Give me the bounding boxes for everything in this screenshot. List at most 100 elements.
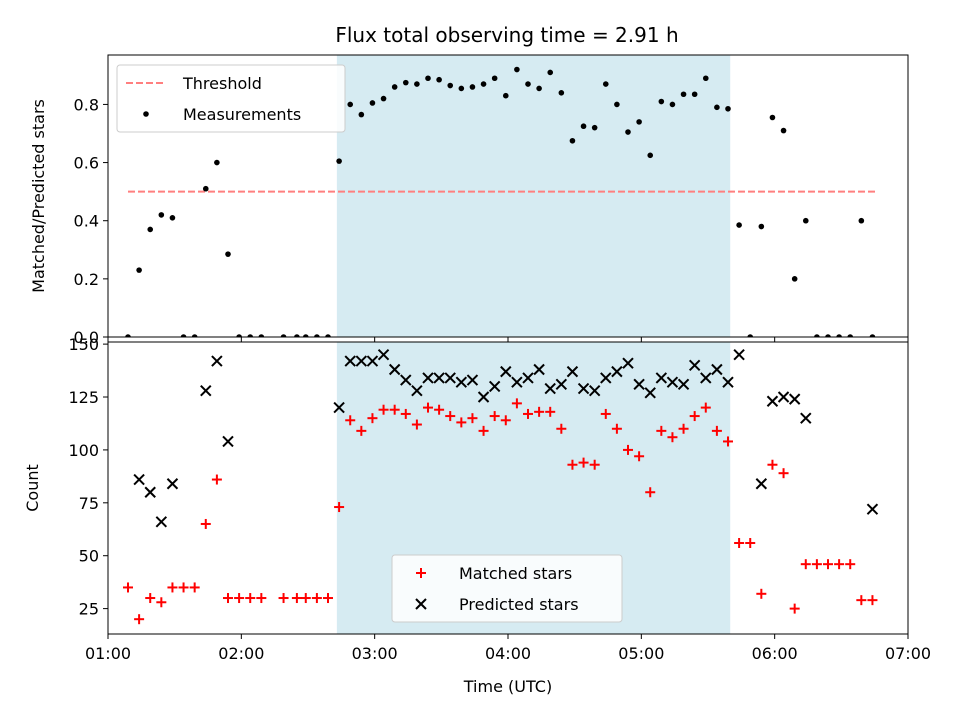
measurement-point [580,123,587,130]
matched-point [256,593,267,604]
x-tick-label: 03:00 [352,644,398,663]
matched-point [800,559,811,570]
measurement-point [758,223,765,230]
measurement-point [647,152,654,159]
measurement-point [202,185,209,192]
predicted-point [522,372,534,384]
plot-area [123,348,879,625]
matched-point [723,436,733,447]
measurement-point [358,111,365,118]
measurement-point [158,212,165,218]
measurement-point [869,334,876,337]
matched-point [589,459,600,470]
measurement-point [302,334,309,337]
matched-point [178,582,189,593]
predicted-point [600,372,612,384]
matched-point [845,559,856,570]
predicted-point [477,391,490,403]
matched-point [156,597,167,608]
matched-point [200,518,211,529]
matched-point [645,487,656,498]
top-panel: 0.0 0.2 0.4 0.6 0.8 Matched/Predicted stars Th… [29,54,909,347]
measurement-point [136,267,142,273]
measurement-point [525,81,531,87]
measurement-point [658,98,665,105]
measurement-point [391,84,398,90]
predicted-point [700,372,712,384]
observing-window [336,55,731,337]
measurement-point [680,91,687,98]
measurement-point [280,334,287,337]
measurement-point [447,82,454,89]
matched-point [856,595,867,606]
matched-point [711,425,722,436]
predicted-point [344,355,356,367]
measurement-point [480,81,487,87]
measurement-point [636,119,642,125]
measurement-point [569,137,576,144]
measurement-point [802,217,809,224]
legend-predicted-swatch [415,598,427,610]
matched-point [411,419,422,430]
predicted-point [555,378,568,391]
plot-area [125,66,877,337]
measurement-point [180,334,187,337]
predicted-point [422,372,434,384]
predicted-point [466,374,479,386]
matched-point [767,459,778,470]
y-tick-label: 75 [79,494,99,513]
measurement-point [325,334,331,337]
measurement-point [314,334,320,337]
measurement-point [769,114,776,121]
measurement-point [825,334,831,337]
matched-point [745,538,756,549]
legend: Matched stars Predicted stars [391,554,623,623]
matched-point [445,411,456,422]
legend-box [116,64,346,133]
predicted-point [133,473,145,486]
y-tick-label: 0.8 [74,95,99,114]
measurement-point [614,101,620,108]
measurement-point [725,105,731,112]
matched-point [456,417,467,428]
legend-predicted-label: Predicted stars [459,595,579,614]
matched-point [834,559,845,570]
y-tick-label: 125 [68,388,99,407]
y-tick-label: 100 [68,441,99,460]
predicted-point [644,387,656,399]
measurement-point [236,334,242,337]
y-tick-label: 50 [79,547,99,566]
matched-point [689,411,700,422]
matched-point [378,404,389,415]
matched-point [389,404,400,415]
measurement-point [847,334,854,337]
matched-point [556,423,567,434]
predicted-point [333,401,345,414]
legend-matched-swatch [416,568,426,578]
x-tick-label: 04:00 [485,644,531,663]
measurement-point [514,66,520,73]
measurement-point [602,81,609,87]
measurement-point [591,124,598,131]
bottom-panel: 25 50 75 100 125 150 01:00 02:00 03:00 04:00 05:00… [23,335,931,696]
measurement-point [491,75,498,82]
measurement-point [691,91,698,98]
predicted-point [355,355,368,367]
predicted-point [655,372,668,384]
predicted-point [788,393,801,405]
matched-point [623,444,633,455]
matched-point [534,406,545,417]
measurement-point [858,217,865,224]
predicted-point [144,486,156,498]
matched-point [467,413,478,424]
measurement-point [214,159,220,166]
matched-point [234,593,245,604]
predicted-point [155,516,168,528]
matched-point [334,502,345,513]
matched-point [545,406,556,417]
predicted-point [566,365,579,378]
matched-point [167,582,178,593]
predicted-point [622,357,634,369]
y-tick-label: 0.0 [74,328,99,347]
predicted-point [444,372,456,384]
